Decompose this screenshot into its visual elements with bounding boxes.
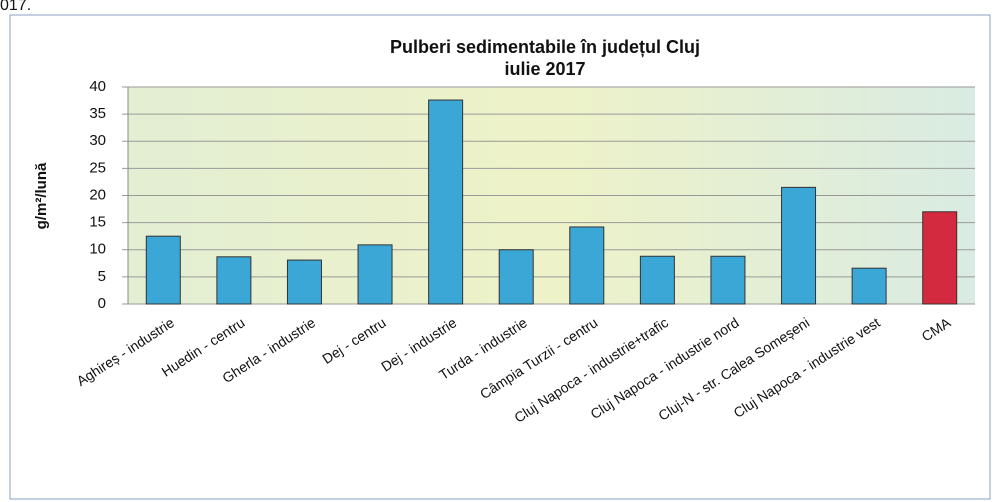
bar bbox=[569, 226, 605, 305]
bar bbox=[357, 244, 393, 305]
bar bbox=[922, 211, 958, 305]
y-tick-label: 10 bbox=[89, 241, 106, 258]
y-tick-label: 0 bbox=[98, 295, 106, 312]
bar bbox=[428, 99, 464, 305]
bar bbox=[851, 267, 887, 305]
chart-title: iulie 2017 bbox=[504, 59, 585, 79]
y-tick-label: 5 bbox=[98, 268, 106, 285]
bar bbox=[498, 249, 534, 305]
bar bbox=[145, 235, 181, 305]
bar bbox=[286, 259, 322, 305]
y-tick-label: 35 bbox=[89, 105, 106, 122]
bar bbox=[781, 186, 817, 305]
bar bbox=[639, 255, 675, 305]
y-axis-label: g/m²/lună bbox=[33, 162, 50, 229]
y-tick-label: 30 bbox=[89, 132, 106, 149]
y-tick-label: 40 bbox=[89, 78, 106, 95]
chart-title: Pulberi sedimentabile în județul Cluj bbox=[390, 37, 700, 57]
bar bbox=[710, 255, 746, 305]
caption-fragment: 017. bbox=[0, 0, 31, 14]
y-tick-label: 15 bbox=[89, 214, 106, 231]
bar bbox=[216, 256, 252, 305]
y-tick-label: 20 bbox=[89, 186, 106, 203]
y-tick-label: 25 bbox=[89, 159, 106, 176]
